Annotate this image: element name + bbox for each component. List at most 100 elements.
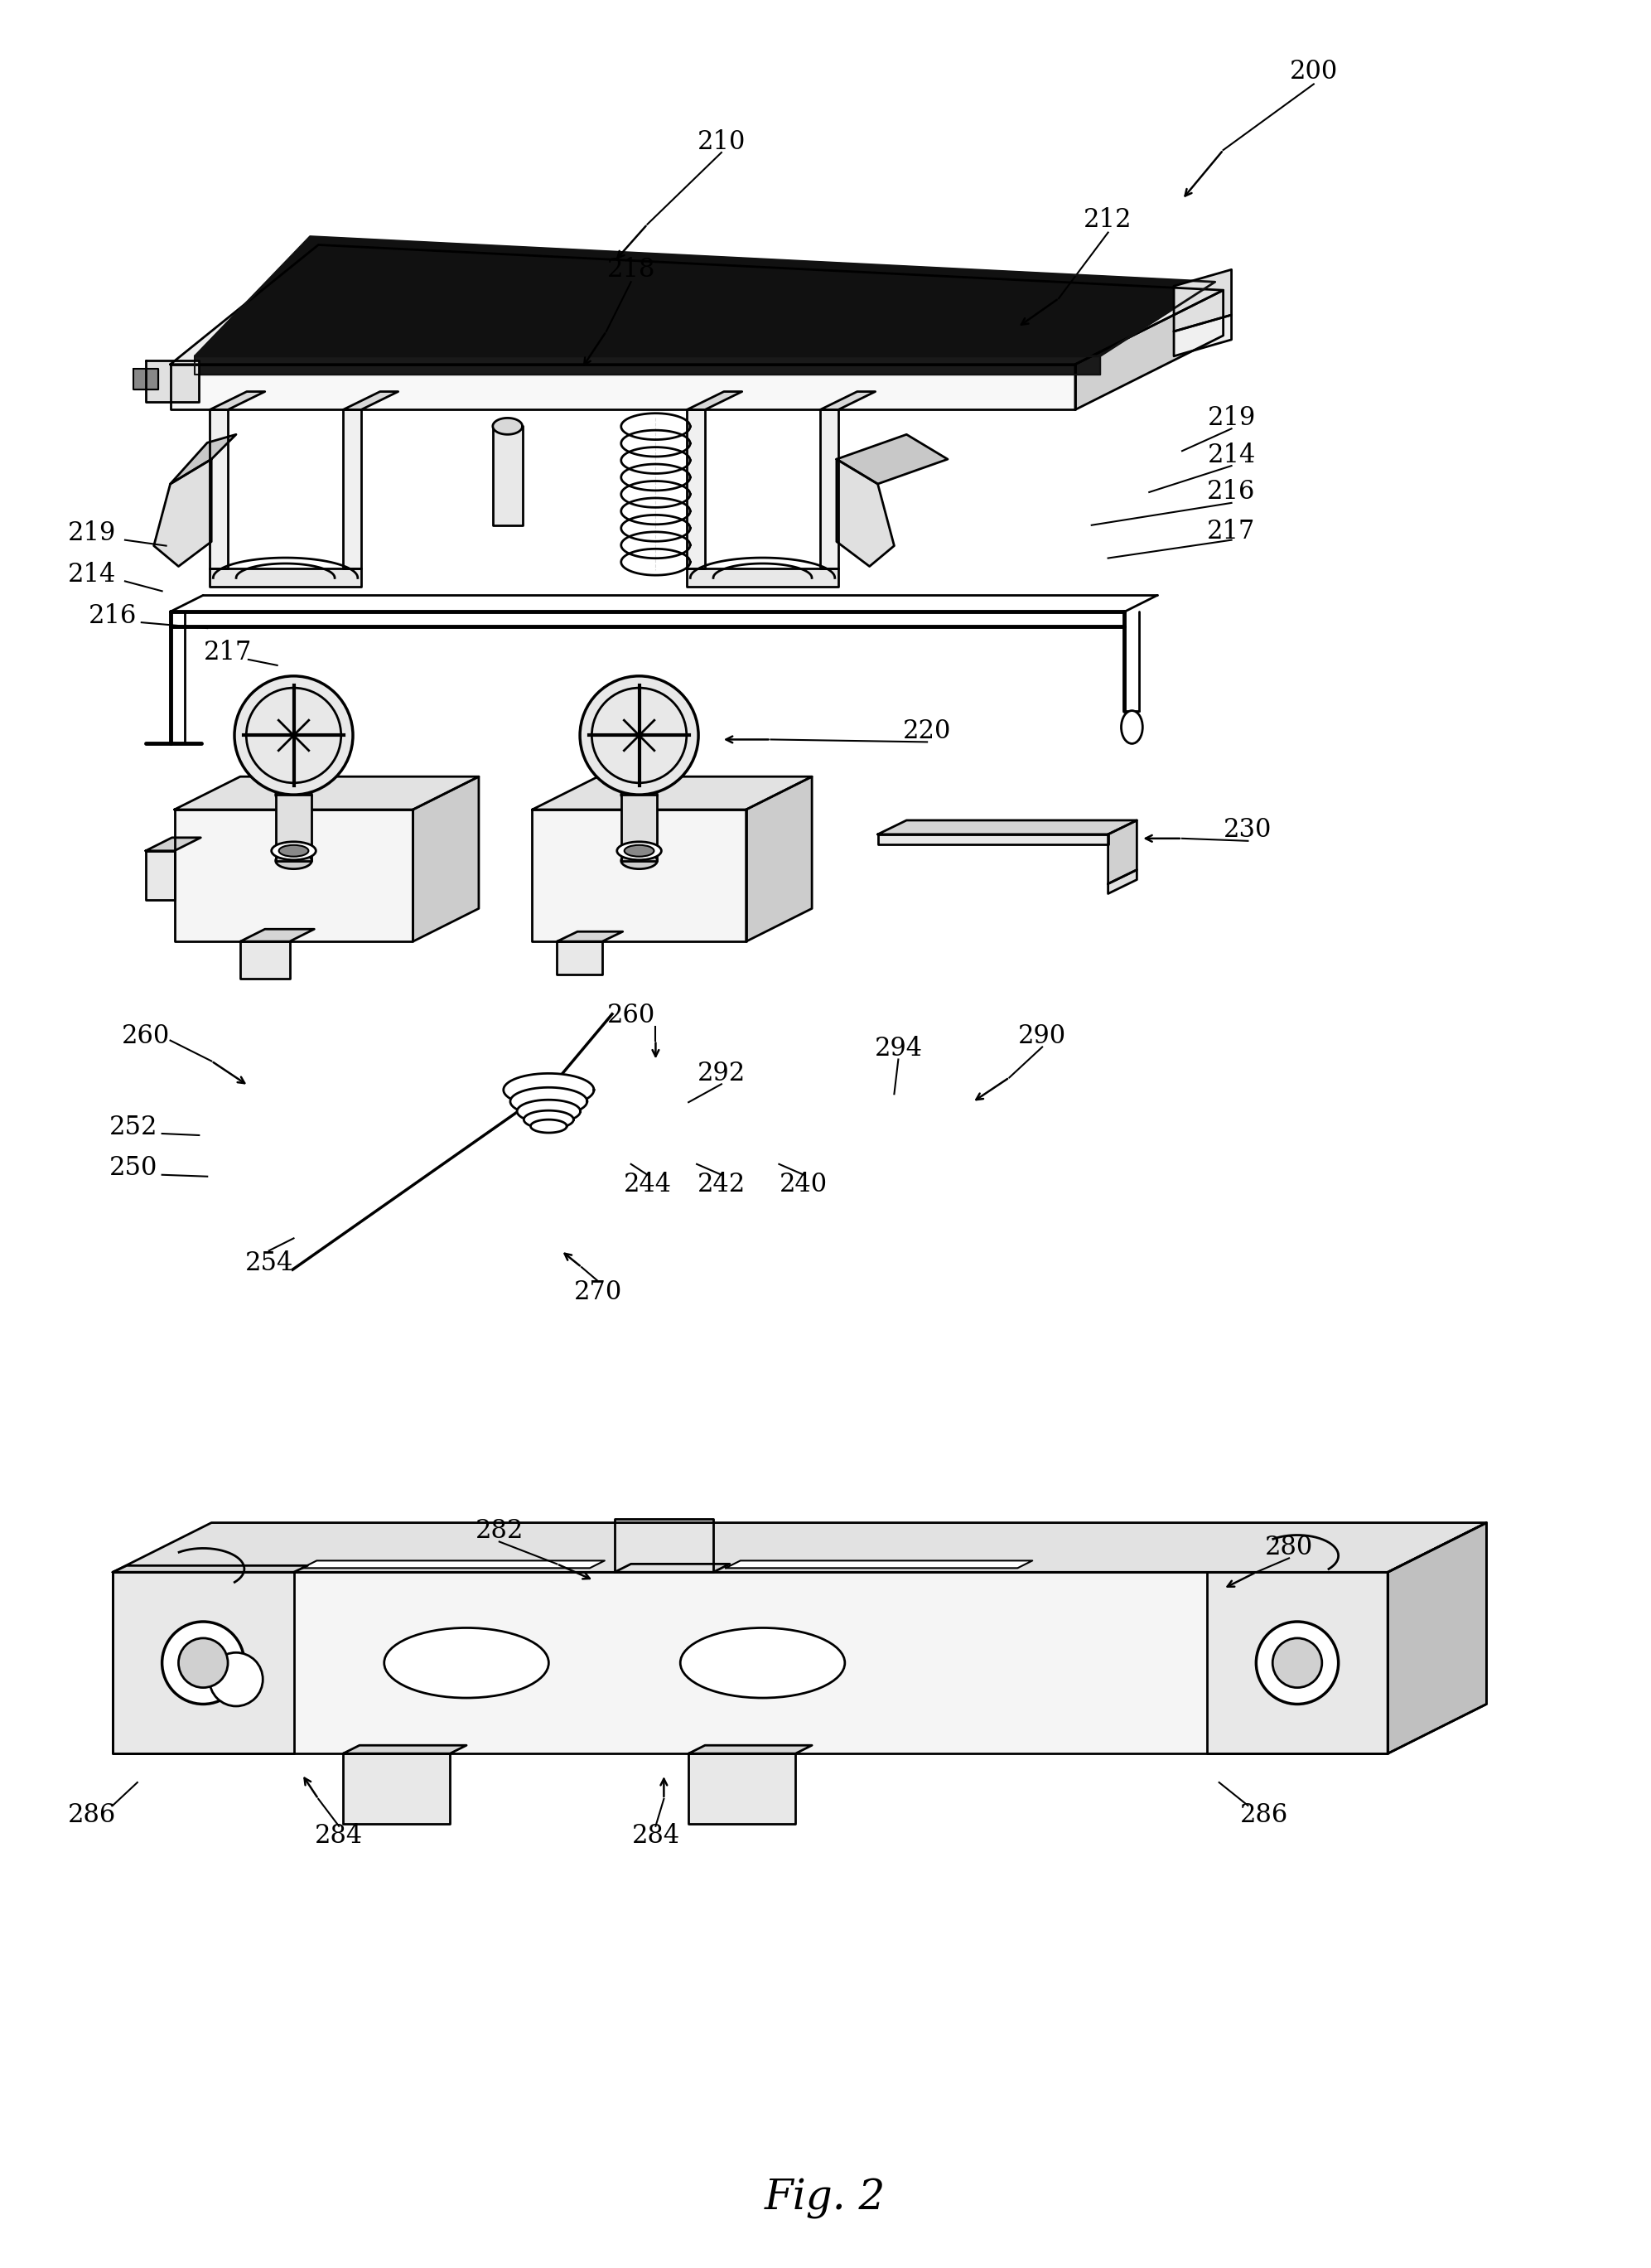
Polygon shape — [302, 1560, 604, 1567]
Text: 217: 217 — [203, 640, 253, 667]
Ellipse shape — [210, 1653, 263, 1706]
Polygon shape — [175, 776, 479, 810]
Text: 219: 219 — [68, 522, 116, 547]
Text: 240: 240 — [779, 1173, 827, 1198]
Text: 290: 290 — [1019, 1023, 1067, 1050]
Text: 260: 260 — [122, 1023, 170, 1050]
Polygon shape — [1108, 869, 1138, 894]
Polygon shape — [504, 1073, 594, 1107]
Ellipse shape — [276, 787, 312, 803]
Polygon shape — [821, 392, 875, 411]
Polygon shape — [112, 1565, 307, 1572]
Polygon shape — [878, 835, 1108, 844]
Text: 254: 254 — [244, 1250, 294, 1277]
Polygon shape — [170, 365, 1075, 411]
Polygon shape — [517, 1100, 581, 1123]
Polygon shape — [688, 1746, 812, 1753]
Polygon shape — [413, 776, 479, 941]
Polygon shape — [1108, 821, 1138, 885]
Polygon shape — [523, 1111, 573, 1129]
Ellipse shape — [621, 853, 657, 869]
Text: 250: 250 — [109, 1154, 157, 1182]
Polygon shape — [1075, 290, 1223, 411]
Polygon shape — [239, 941, 289, 978]
Text: 244: 244 — [624, 1173, 672, 1198]
Polygon shape — [112, 1522, 1486, 1572]
Polygon shape — [556, 932, 622, 941]
Ellipse shape — [279, 846, 309, 857]
Polygon shape — [239, 930, 314, 941]
Ellipse shape — [680, 1628, 845, 1699]
Polygon shape — [175, 810, 413, 941]
Polygon shape — [145, 361, 200, 401]
Text: Fig. 2: Fig. 2 — [764, 2177, 885, 2220]
Polygon shape — [746, 776, 812, 941]
Ellipse shape — [1256, 1622, 1339, 1703]
Polygon shape — [492, 426, 522, 526]
Polygon shape — [687, 392, 741, 411]
Text: 252: 252 — [109, 1114, 157, 1141]
Text: 294: 294 — [875, 1036, 923, 1061]
Text: 219: 219 — [1207, 406, 1256, 431]
Text: 282: 282 — [475, 1517, 523, 1545]
Text: 212: 212 — [1083, 206, 1133, 234]
Polygon shape — [688, 1753, 796, 1823]
Polygon shape — [210, 392, 264, 411]
Ellipse shape — [162, 1622, 244, 1703]
Ellipse shape — [624, 846, 654, 857]
Text: 220: 220 — [903, 719, 951, 744]
Polygon shape — [170, 435, 236, 483]
Polygon shape — [614, 1520, 713, 1572]
Polygon shape — [276, 794, 312, 860]
Polygon shape — [343, 411, 362, 569]
Polygon shape — [1388, 1522, 1486, 1753]
Polygon shape — [195, 356, 1100, 374]
Text: 217: 217 — [1207, 519, 1256, 544]
Polygon shape — [530, 1120, 566, 1132]
Polygon shape — [170, 245, 1223, 365]
Text: 270: 270 — [575, 1279, 622, 1304]
Polygon shape — [343, 392, 398, 411]
Ellipse shape — [276, 853, 312, 869]
Polygon shape — [1174, 270, 1232, 331]
Text: 214: 214 — [68, 562, 116, 587]
Polygon shape — [145, 850, 175, 900]
Polygon shape — [614, 1565, 730, 1572]
Text: 280: 280 — [1265, 1535, 1313, 1560]
Text: 284: 284 — [315, 1823, 363, 1848]
Polygon shape — [821, 411, 839, 569]
Text: 216: 216 — [1207, 479, 1256, 506]
Ellipse shape — [178, 1637, 228, 1687]
Text: 260: 260 — [608, 1002, 655, 1027]
Text: 230: 230 — [1223, 816, 1273, 844]
Polygon shape — [112, 1572, 1388, 1753]
Polygon shape — [621, 794, 657, 860]
Polygon shape — [1207, 1572, 1388, 1753]
Text: 218: 218 — [608, 256, 655, 284]
Text: 286: 286 — [1240, 1803, 1288, 1828]
Text: 292: 292 — [697, 1061, 746, 1086]
Ellipse shape — [271, 841, 315, 860]
Polygon shape — [343, 1746, 467, 1753]
Ellipse shape — [385, 1628, 548, 1699]
Polygon shape — [195, 236, 1215, 356]
Polygon shape — [492, 417, 522, 435]
Ellipse shape — [1273, 1637, 1322, 1687]
Polygon shape — [145, 837, 201, 850]
Polygon shape — [510, 1086, 588, 1116]
Polygon shape — [210, 569, 362, 587]
Polygon shape — [837, 435, 948, 483]
Polygon shape — [556, 941, 603, 975]
Text: 286: 286 — [68, 1803, 116, 1828]
Polygon shape — [154, 458, 211, 567]
Text: 216: 216 — [89, 603, 137, 628]
Text: 200: 200 — [1289, 59, 1337, 84]
Polygon shape — [532, 810, 746, 941]
Text: 210: 210 — [697, 129, 746, 154]
Polygon shape — [837, 458, 895, 567]
Polygon shape — [725, 1560, 1032, 1567]
Polygon shape — [687, 569, 839, 587]
Ellipse shape — [234, 676, 353, 794]
Ellipse shape — [1121, 710, 1142, 744]
Ellipse shape — [617, 841, 662, 860]
